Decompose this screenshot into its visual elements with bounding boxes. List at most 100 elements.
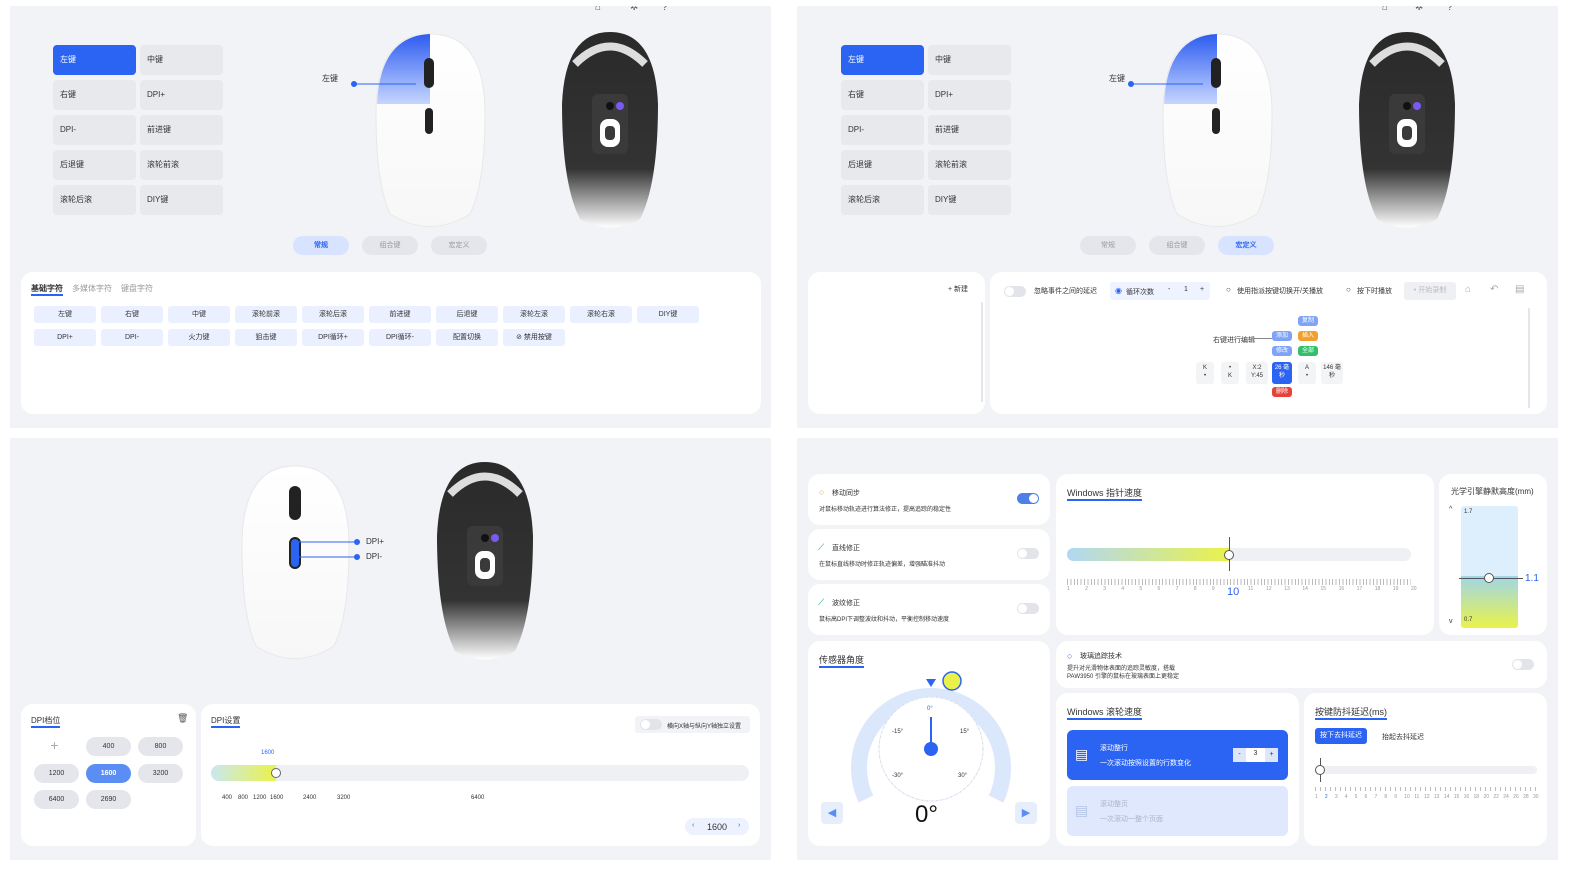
- stepper-minus[interactable]: -: [1233, 748, 1246, 762]
- key-dpi-minus-button[interactable]: DPI-: [53, 115, 136, 145]
- ripple-toggle[interactable]: [1017, 603, 1039, 614]
- macro-delay[interactable]: 146 毫秒: [1321, 362, 1343, 384]
- lod-up-icon[interactable]: ^: [1449, 506, 1453, 513]
- fn-dpi-minus[interactable]: DPI-: [101, 329, 163, 346]
- scrollbar[interactable]: [1528, 308, 1530, 408]
- help-icon[interactable]: ?: [1447, 6, 1453, 13]
- ctx-delete[interactable]: 删除: [1272, 387, 1292, 397]
- key-diy-button[interactable]: DIY键: [140, 185, 223, 215]
- user-icon[interactable]: ⌂: [595, 6, 602, 13]
- add-tier-button[interactable]: +: [50, 737, 59, 753]
- radio-icon[interactable]: ○: [1226, 285, 1231, 294]
- mode-combo-tab[interactable]: 组合键: [1149, 236, 1205, 255]
- key-left-button[interactable]: 左键: [841, 45, 924, 75]
- release-debounce-tab[interactable]: 抬起去抖延迟: [1382, 734, 1424, 741]
- settings-icon[interactable]: ✲: [1415, 6, 1424, 13]
- key-dpi-plus-button[interactable]: DPI+: [140, 80, 223, 110]
- scroll-page-option[interactable]: ▤ 滚动整页 一次滚动一整个页面: [1067, 786, 1288, 836]
- key-back-button[interactable]: 后退键: [53, 150, 136, 180]
- motion-sync-toggle[interactable]: [1017, 493, 1039, 504]
- fn-profile-switch[interactable]: 配置切换: [436, 329, 498, 346]
- ctx-modify[interactable]: 修改: [1272, 346, 1292, 356]
- undo-icon[interactable]: ↶: [1490, 284, 1499, 295]
- lod-down-icon[interactable]: v: [1449, 618, 1453, 625]
- ctx-all[interactable]: 全部: [1298, 346, 1318, 356]
- macro-key-up[interactable]: • K: [1221, 362, 1239, 384]
- key-left-button[interactable]: 左键: [53, 45, 136, 75]
- fn-scroll-right[interactable]: 滚轮右滚: [570, 306, 632, 323]
- mode-normal-tab[interactable]: 常规: [1080, 236, 1136, 255]
- fn-middle[interactable]: 中键: [168, 306, 230, 323]
- fn-sniper[interactable]: 狙击键: [235, 329, 297, 346]
- macro-delay-selected[interactable]: 26 毫秒: [1272, 362, 1292, 384]
- new-macro-button[interactable]: + 新建: [948, 286, 969, 293]
- tier-1200[interactable]: 1200: [34, 764, 79, 783]
- help-icon[interactable]: ?: [662, 6, 668, 13]
- tier-3200[interactable]: 3200: [138, 764, 183, 783]
- glass-toggle[interactable]: [1512, 659, 1534, 670]
- ctx-add[interactable]: 添加: [1272, 331, 1292, 341]
- key-forward-button[interactable]: 前进键: [140, 115, 223, 145]
- angle-snap-toggle[interactable]: [1017, 548, 1039, 559]
- tab-media[interactable]: 多媒体字符: [72, 284, 112, 293]
- key-right-button[interactable]: 右键: [841, 80, 924, 110]
- key-scroll-down-button[interactable]: 滚轮后滚: [53, 185, 136, 215]
- fn-diy[interactable]: DIY键: [637, 306, 699, 323]
- scroll-line-option[interactable]: ▤ 滚动整行 一次滚动按照设置的行数变化 - 3 +: [1067, 730, 1288, 780]
- angle-right-button[interactable]: ▶: [1015, 802, 1037, 824]
- fn-dpi-plus[interactable]: DPI+: [34, 329, 96, 346]
- tab-basic[interactable]: 基础字符: [31, 283, 63, 296]
- stepper-value[interactable]: 1600: [707, 822, 728, 832]
- ignore-delay-toggle[interactable]: [1004, 286, 1026, 297]
- pointer-speed-track[interactable]: [1067, 548, 1411, 561]
- ctx-copy[interactable]: 复制: [1298, 316, 1318, 326]
- save-icon[interactable]: ▤: [1515, 284, 1525, 295]
- xy-independent-option[interactable]: 横向X轴与纵向Y轴独立设置: [635, 716, 750, 733]
- settings-icon[interactable]: ✲: [630, 6, 639, 13]
- key-scroll-up-button[interactable]: 滚轮前滚: [140, 150, 223, 180]
- stepper-plus[interactable]: +: [1265, 748, 1278, 762]
- xy-toggle[interactable]: [640, 719, 662, 730]
- stepper-left-icon[interactable]: ‹: [692, 822, 695, 829]
- key-back-button[interactable]: 后退键: [841, 150, 924, 180]
- tab-keyboard[interactable]: 键盘字符: [121, 284, 153, 293]
- loop-count[interactable]: 1: [1184, 286, 1188, 293]
- lod-track[interactable]: [1461, 506, 1518, 628]
- dpi-slider-track[interactable]: [211, 765, 749, 781]
- debounce-thumb[interactable]: [1315, 765, 1325, 775]
- macro-key-down[interactable]: K •: [1196, 362, 1214, 384]
- tier-800[interactable]: 800: [138, 737, 183, 756]
- stepper-right-icon[interactable]: ›: [738, 822, 741, 829]
- clear-icon[interactable]: ⌂: [1465, 284, 1472, 295]
- mode-macro-tab[interactable]: 宏定义: [1218, 236, 1274, 255]
- key-dpi-minus-button[interactable]: DPI-: [841, 115, 924, 145]
- key-forward-button[interactable]: 前进键: [928, 115, 1011, 145]
- fn-fire[interactable]: 火力键: [168, 329, 230, 346]
- debounce-track[interactable]: [1315, 766, 1537, 774]
- pointer-speed-thumb[interactable]: [1224, 550, 1234, 560]
- fn-dpi-cycle-plus[interactable]: DPI循环+: [302, 329, 364, 346]
- dpi-stepper[interactable]: ‹ 1600 ›: [685, 818, 749, 835]
- key-scroll-up-button[interactable]: 滚轮前滚: [928, 150, 1011, 180]
- fn-scroll-left[interactable]: 滚轮左滚: [503, 306, 565, 323]
- dpi-slider-thumb[interactable]: [270, 768, 281, 778]
- key-right-button[interactable]: 右键: [53, 80, 136, 110]
- key-diy-button[interactable]: DIY键: [928, 185, 1011, 215]
- press-debounce-tab[interactable]: 按下去抖延迟: [1315, 728, 1367, 744]
- loop-option[interactable]: ◉ 循环次数 - 1 +: [1110, 282, 1210, 300]
- tier-2690[interactable]: 2690: [86, 790, 131, 809]
- record-button[interactable]: • 开始录制: [1404, 282, 1456, 300]
- mode-macro-tab[interactable]: 宏定义: [431, 236, 487, 255]
- fn-scroll-down[interactable]: 滚轮后滚: [302, 306, 364, 323]
- fn-scroll-up[interactable]: 滚轮前滚: [235, 306, 297, 323]
- lod-thumb[interactable]: [1484, 573, 1494, 583]
- scroll-lines-stepper[interactable]: - 3 +: [1233, 748, 1278, 762]
- tier-400[interactable]: 400: [86, 737, 131, 756]
- mode-normal-tab[interactable]: 常规: [293, 236, 349, 255]
- key-middle-button[interactable]: 中键: [140, 45, 223, 75]
- tier-1600[interactable]: 1600: [86, 764, 131, 783]
- user-icon[interactable]: ⌂: [1382, 6, 1389, 13]
- fn-right[interactable]: 右键: [101, 306, 163, 323]
- macro-key-a[interactable]: A •: [1298, 362, 1316, 384]
- fn-left[interactable]: 左键: [34, 306, 96, 323]
